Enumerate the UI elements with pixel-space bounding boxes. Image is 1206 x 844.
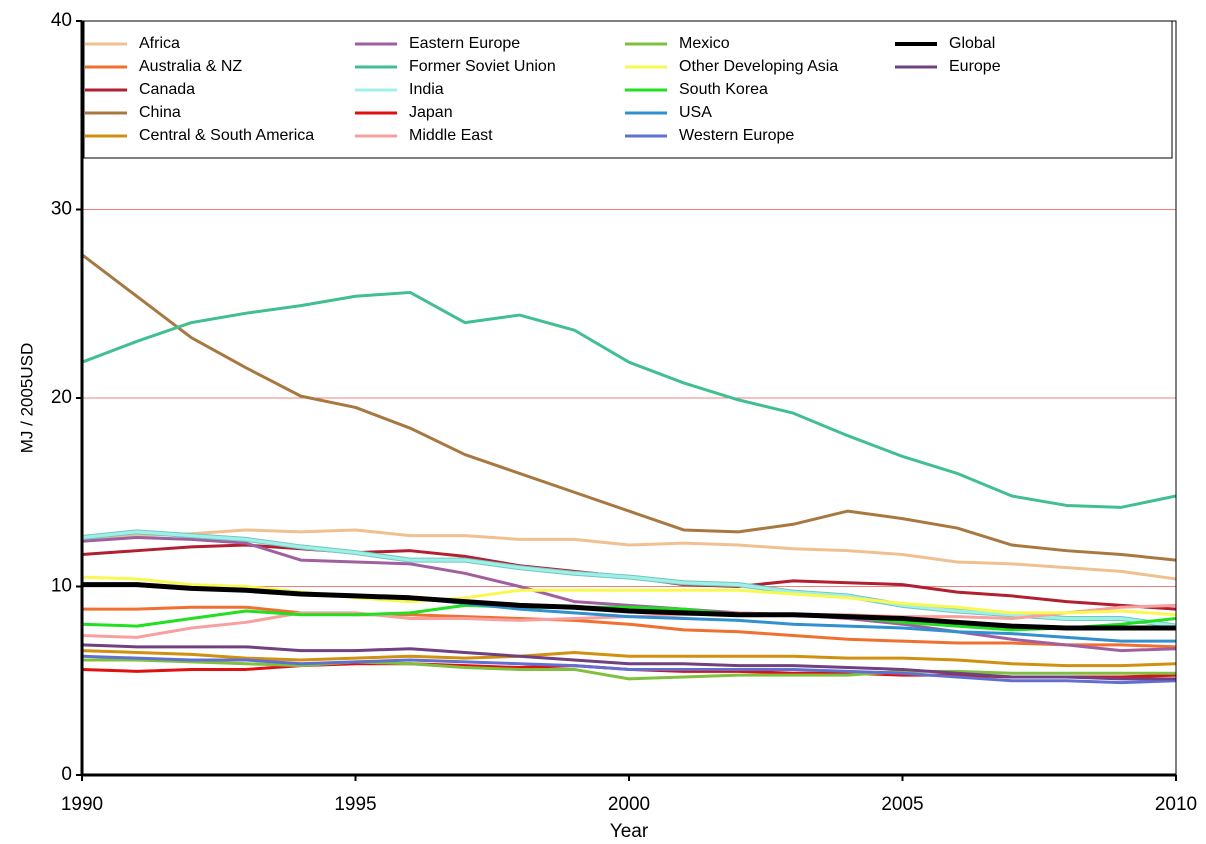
legend-label: USA (679, 104, 712, 121)
legend-label: Mexico (679, 35, 730, 52)
series-line (81, 603, 1177, 632)
y-tick-label: 10 (51, 576, 72, 597)
x-tick-label: 2005 (881, 794, 923, 815)
x-tick-label: 2010 (1155, 794, 1197, 815)
legend-label: India (409, 81, 444, 98)
y-tick-label: 30 (51, 199, 72, 220)
legend: Africa Australia & NZ Canada China Central &… (83, 20, 1173, 159)
legend-label: Other Developing Asia (679, 58, 838, 75)
series-line (82, 658, 1176, 681)
series-line (81, 575, 1177, 617)
x-tick-label: 1990 (61, 794, 103, 815)
legend-label: Japan (409, 104, 453, 121)
legend-label: Western Europe (679, 127, 794, 144)
series-line (81, 253, 1177, 562)
legend-label: Africa (139, 35, 180, 52)
legend-label: South Korea (679, 81, 768, 98)
series-line (81, 530, 1177, 628)
series-line (81, 535, 1177, 653)
legend-label: Australia & NZ (139, 58, 242, 75)
x-axis-label: Year (610, 821, 649, 842)
series-line (81, 649, 1177, 668)
x-tick-label: 2000 (608, 794, 650, 815)
x-tick-label: 1995 (334, 794, 376, 815)
legend-label: Global (949, 35, 995, 52)
series-line (81, 654, 1177, 685)
series-line (81, 290, 1177, 509)
y-tick-label: 20 (51, 387, 72, 408)
series-line (81, 528, 1177, 581)
legend-label: Europe (949, 58, 1001, 75)
legend-label: China (139, 104, 181, 121)
y-tick-label: 40 (51, 10, 72, 31)
legend-label: Central & South America (139, 127, 314, 144)
legend-label: Eastern Europe (409, 35, 520, 52)
legend-label: Canada (139, 81, 195, 98)
y-tick-label: 0 (61, 764, 72, 785)
legend-label: Middle East (409, 127, 493, 144)
series-line (82, 582, 1176, 631)
y-axis-label: MJ / 2005USD (17, 343, 36, 454)
series-line (82, 605, 1177, 649)
legend-label: Former Soviet Union (409, 58, 556, 75)
series-line (81, 643, 1176, 681)
